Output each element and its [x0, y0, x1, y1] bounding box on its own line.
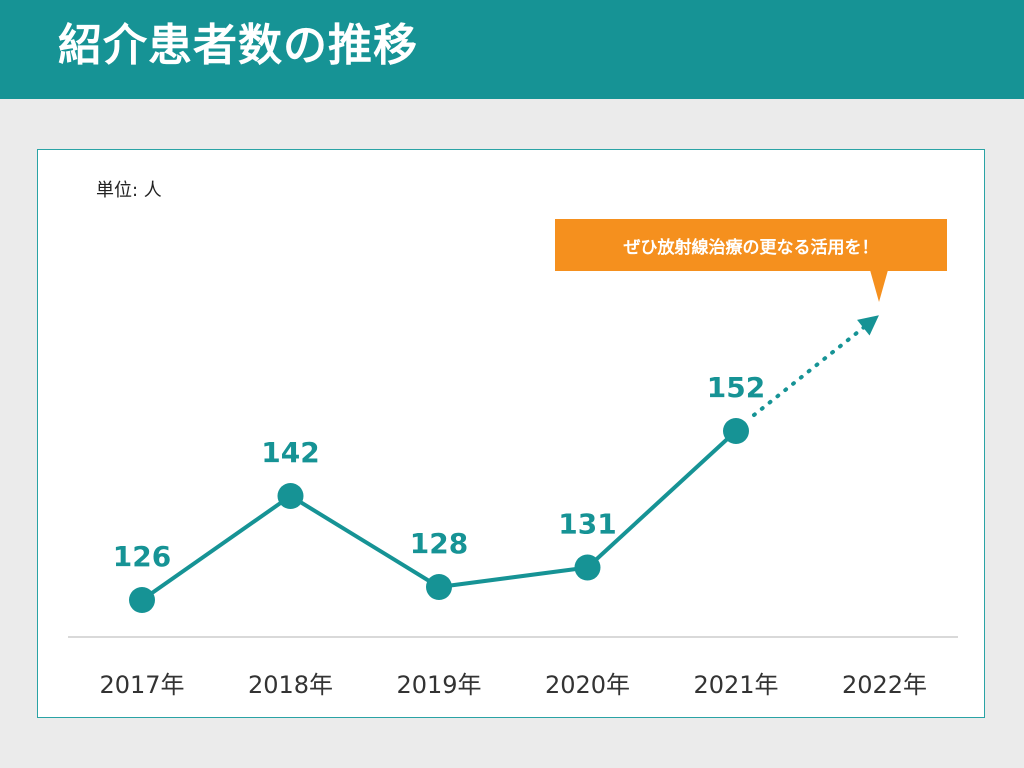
data-label: 142	[261, 436, 319, 469]
data-point	[426, 574, 452, 600]
x-tick-label: 2019年	[396, 671, 481, 699]
data-label: 152	[707, 371, 765, 404]
data-point	[129, 587, 155, 613]
data-label: 131	[558, 508, 616, 541]
data-point	[277, 483, 304, 509]
x-tick-label: 2018年	[248, 671, 333, 699]
data-point	[574, 554, 601, 581]
x-tick-label: 2021年	[693, 671, 778, 699]
data-point	[723, 418, 749, 444]
data-label: 128	[410, 527, 468, 560]
header-bar: 紹介患者数の推移	[0, 0, 1024, 99]
x-tick-label: 2020年	[545, 671, 630, 699]
x-tick-label: 2017年	[99, 671, 184, 699]
unit-label: 単位: 人	[96, 180, 162, 201]
projection-dotted-line	[752, 322, 870, 417]
callout-box: ぜひ放射線治療の更なる活用を！	[555, 219, 947, 271]
data-label: 126	[113, 540, 171, 573]
projection-arrowhead	[857, 315, 879, 336]
callout-pointer	[870, 270, 888, 302]
page-title: 紹介患者数の推移	[58, 20, 418, 71]
x-tick-label: 2022年	[842, 671, 927, 699]
